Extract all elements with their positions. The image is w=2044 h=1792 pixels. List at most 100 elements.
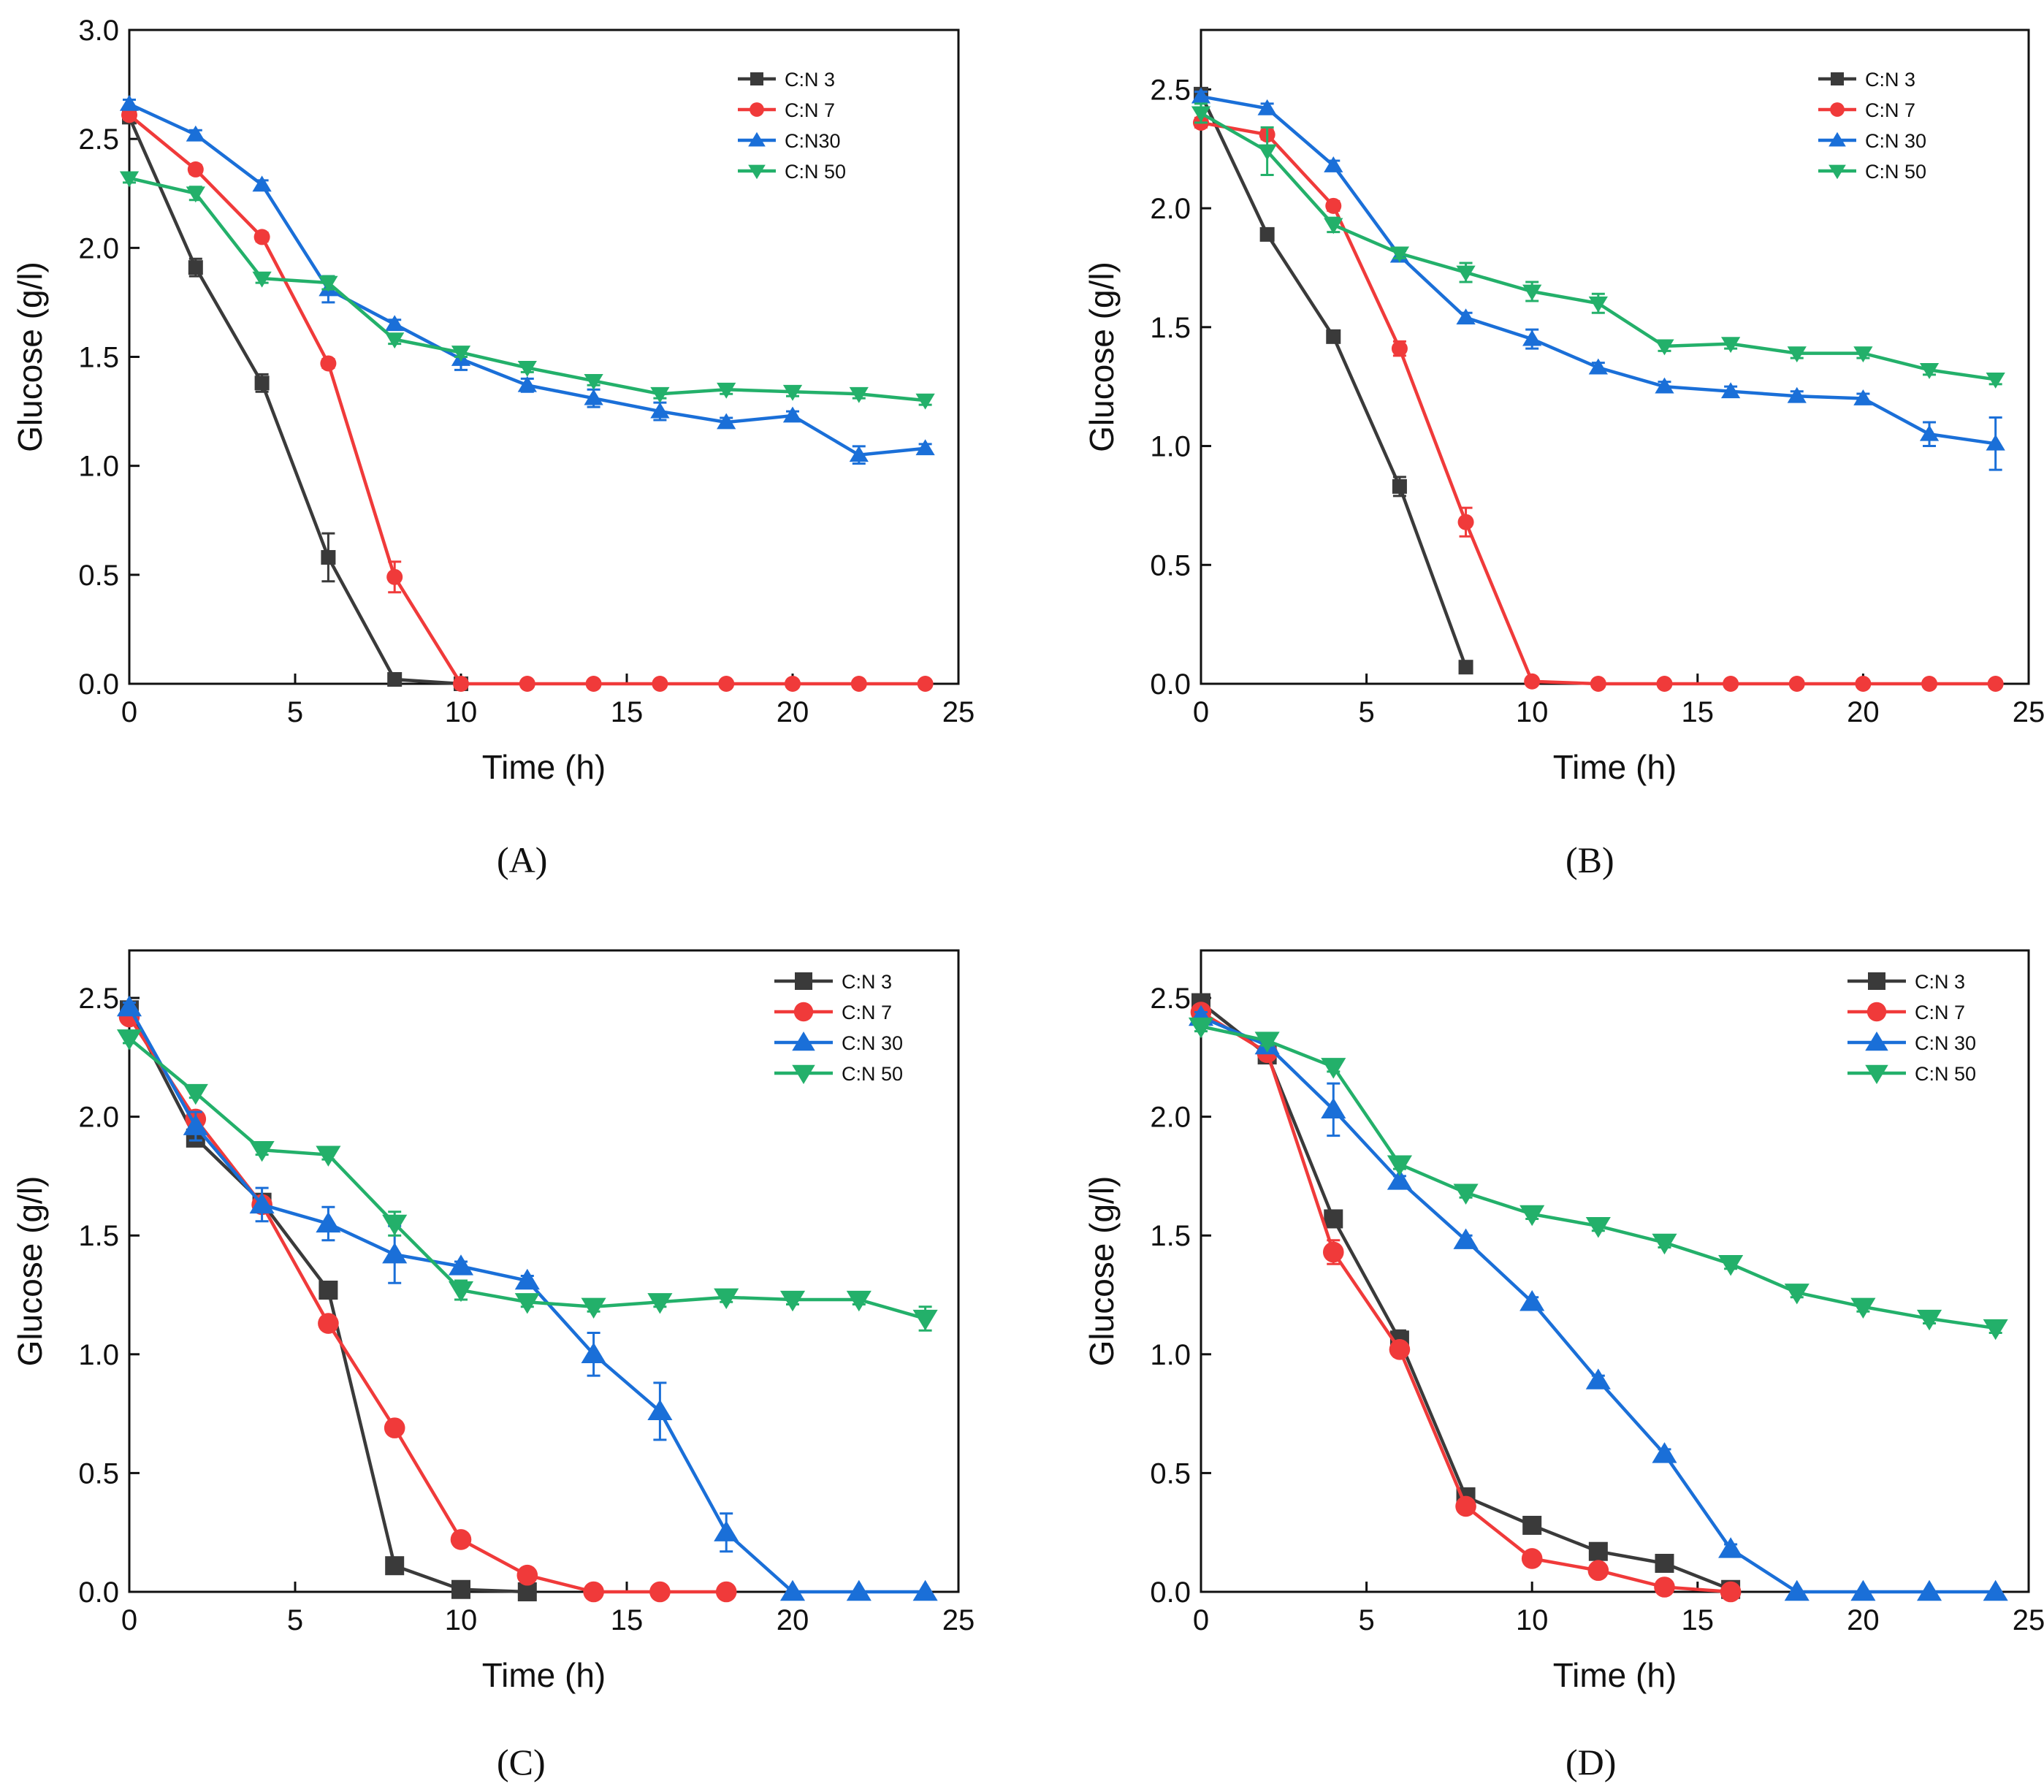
caption-d: (D): [1566, 1742, 1617, 1783]
legend-swatch-marker-d-2: [1865, 1032, 1888, 1051]
y-tick-label-b-3: 1.5: [1150, 312, 1191, 344]
data-point-b-3-7: [1655, 339, 1674, 356]
x-tick-label-d-4: 20: [1847, 1604, 1880, 1636]
data-point-d-3-7: [1652, 1233, 1677, 1255]
x-tick-label-c-0: 0: [121, 1604, 137, 1636]
legend-label-a-1: C:N 7: [785, 99, 835, 121]
data-point-d-2-6: [1585, 1368, 1611, 1389]
x-tick-label-c-3: 15: [611, 1604, 644, 1636]
legend-item-d-2: C:N 30: [1847, 1032, 1976, 1054]
legend-label-d-3: C:N 50: [1915, 1063, 1976, 1085]
series-d-3: [1188, 1017, 2008, 1341]
data-point-d-2-7: [1652, 1442, 1677, 1463]
y-tick-label-d-3: 1.5: [1150, 1220, 1191, 1252]
x-tick-label-b-5: 25: [2013, 696, 2044, 728]
data-point-c-2-5: [448, 1254, 474, 1276]
y-tick-label-a-2: 1.0: [78, 451, 119, 483]
data-point-b-0-1: [1259, 226, 1275, 242]
data-point-a-3-2: [252, 271, 272, 288]
x-axis-title-b: Time (h): [1553, 748, 1677, 786]
chart-panel-d: 0 5 10 15 20 25 0.0 0.5 1.0 1.5 2.0 2.5 Time (h) Gluc…: [1083, 949, 2044, 1694]
data-point-a-3-1: [186, 186, 205, 203]
data-point-b-1-10: [1855, 676, 1872, 692]
data-point-c-3-5: [448, 1281, 474, 1303]
data-point-c-2-11: [846, 1579, 872, 1601]
legend-swatch-marker-b-0: [1831, 72, 1844, 85]
data-point-c-3-4: [382, 1214, 408, 1236]
legend-swatch-marker-a-2: [748, 131, 766, 147]
y-tick-label-c-4: 2.0: [78, 1102, 119, 1134]
data-point-b-3-4: [1456, 265, 1476, 282]
data-point-c-1-9: [715, 1581, 737, 1603]
x-tick-label-c-5: 25: [942, 1604, 975, 1636]
series-a-3: [119, 171, 935, 410]
data-point-c-3-3: [316, 1145, 341, 1167]
data-point-a-1-4: [386, 568, 403, 585]
data-point-a-1-8: [652, 676, 668, 692]
data-point-b-2-6: [1588, 358, 1608, 375]
data-point-b-1-4: [1457, 514, 1474, 530]
y-tick-label-a-5: 2.5: [78, 123, 119, 156]
data-point-c-3-8: [647, 1293, 673, 1314]
data-point-b-3-10: [1853, 346, 1873, 363]
plot-frame-d: [1200, 949, 2030, 1593]
plot-frame-a: [128, 28, 960, 685]
legend-swatch-marker-c-0: [795, 972, 812, 990]
data-point-d-1-5: [1521, 1548, 1543, 1569]
legend-item-b-0: C:N 3: [1818, 69, 1915, 91]
data-point-b-1-6: [1590, 676, 1606, 692]
legend-swatch-marker-a-1: [750, 102, 764, 117]
data-point-c-2-7: [581, 1342, 606, 1364]
series-line-b-1: [1200, 121, 1996, 686]
data-point-a-3-6: [517, 361, 537, 377]
data-point-d-2-9: [1784, 1579, 1810, 1601]
data-point-b-3-3: [1389, 246, 1410, 263]
caption-b: (B): [1566, 839, 1614, 880]
legend-item-d-3: C:N 50: [1847, 1063, 1976, 1085]
data-point-d-1-4: [1455, 1495, 1476, 1517]
data-point-d-0-2: [1324, 1209, 1343, 1229]
legend-label-d-2: C:N 30: [1915, 1032, 1976, 1054]
data-point-a-2-10: [782, 406, 803, 423]
legend-swatch-marker-d-1: [1866, 1002, 1887, 1022]
legend-label-a-3: C:N 50: [785, 161, 846, 183]
data-point-d-1-6: [1587, 1560, 1609, 1582]
y-tick-label-b-5: 2.5: [1150, 74, 1191, 106]
legend-label-b-3: C:N 50: [1865, 161, 1926, 183]
legend-item-b-1: C:N 7: [1818, 99, 1915, 121]
data-point-d-1-3: [1389, 1339, 1411, 1360]
data-point-a-2-7: [584, 389, 603, 405]
y-tick-label-c-1: 0.5: [78, 1457, 119, 1490]
y-tick-label-c-3: 1.5: [78, 1220, 119, 1252]
data-point-a-3-10: [782, 384, 803, 401]
y-axis-title-b: Glucose (g/l): [1083, 262, 1121, 452]
data-point-b-1-7: [1656, 676, 1673, 692]
x-tick-label-d-1: 5: [1358, 1604, 1374, 1636]
series-d-2: [1188, 1004, 2008, 1601]
data-point-d-3-10: [1850, 1297, 1876, 1319]
data-point-d-3-1: [1254, 1032, 1280, 1053]
x-tick-label-a-3: 15: [611, 696, 644, 728]
legend-label-c-1: C:N 7: [842, 1002, 892, 1023]
legend-item-c-0: C:N 3: [774, 971, 892, 993]
chart-panel-c: 0 5 10 15 20 25 0.0 0.5 1.0 1.5 2.0 2.5 Time (h) Gluc…: [11, 949, 975, 1694]
x-tick-label-b-1: 5: [1358, 696, 1374, 728]
data-point-c-0-4: [385, 1556, 405, 1576]
data-point-c-2-8: [647, 1399, 673, 1421]
data-point-b-2-12: [1986, 434, 2005, 451]
x-tick-label-b-3: 15: [1682, 696, 1715, 728]
y-tick-label-b-2: 1.0: [1150, 431, 1191, 463]
legend-item-d-0: C:N 3: [1847, 971, 1965, 993]
data-point-b-3-8: [1720, 337, 1741, 354]
data-point-b-2-9: [1787, 386, 1807, 403]
data-point-a-1-9: [718, 676, 735, 692]
series-c-0: [120, 1000, 537, 1601]
data-point-d-0-5: [1522, 1515, 1542, 1535]
data-point-d-3-4: [1453, 1183, 1479, 1205]
data-point-b-1-8: [1723, 676, 1739, 692]
y-tick-label-d-2: 1.0: [1150, 1339, 1191, 1371]
series-line-a-2: [129, 102, 926, 457]
data-point-b-0-2: [1326, 329, 1341, 344]
data-point-a-3-11: [849, 386, 869, 403]
data-point-a-1-6: [519, 676, 535, 692]
